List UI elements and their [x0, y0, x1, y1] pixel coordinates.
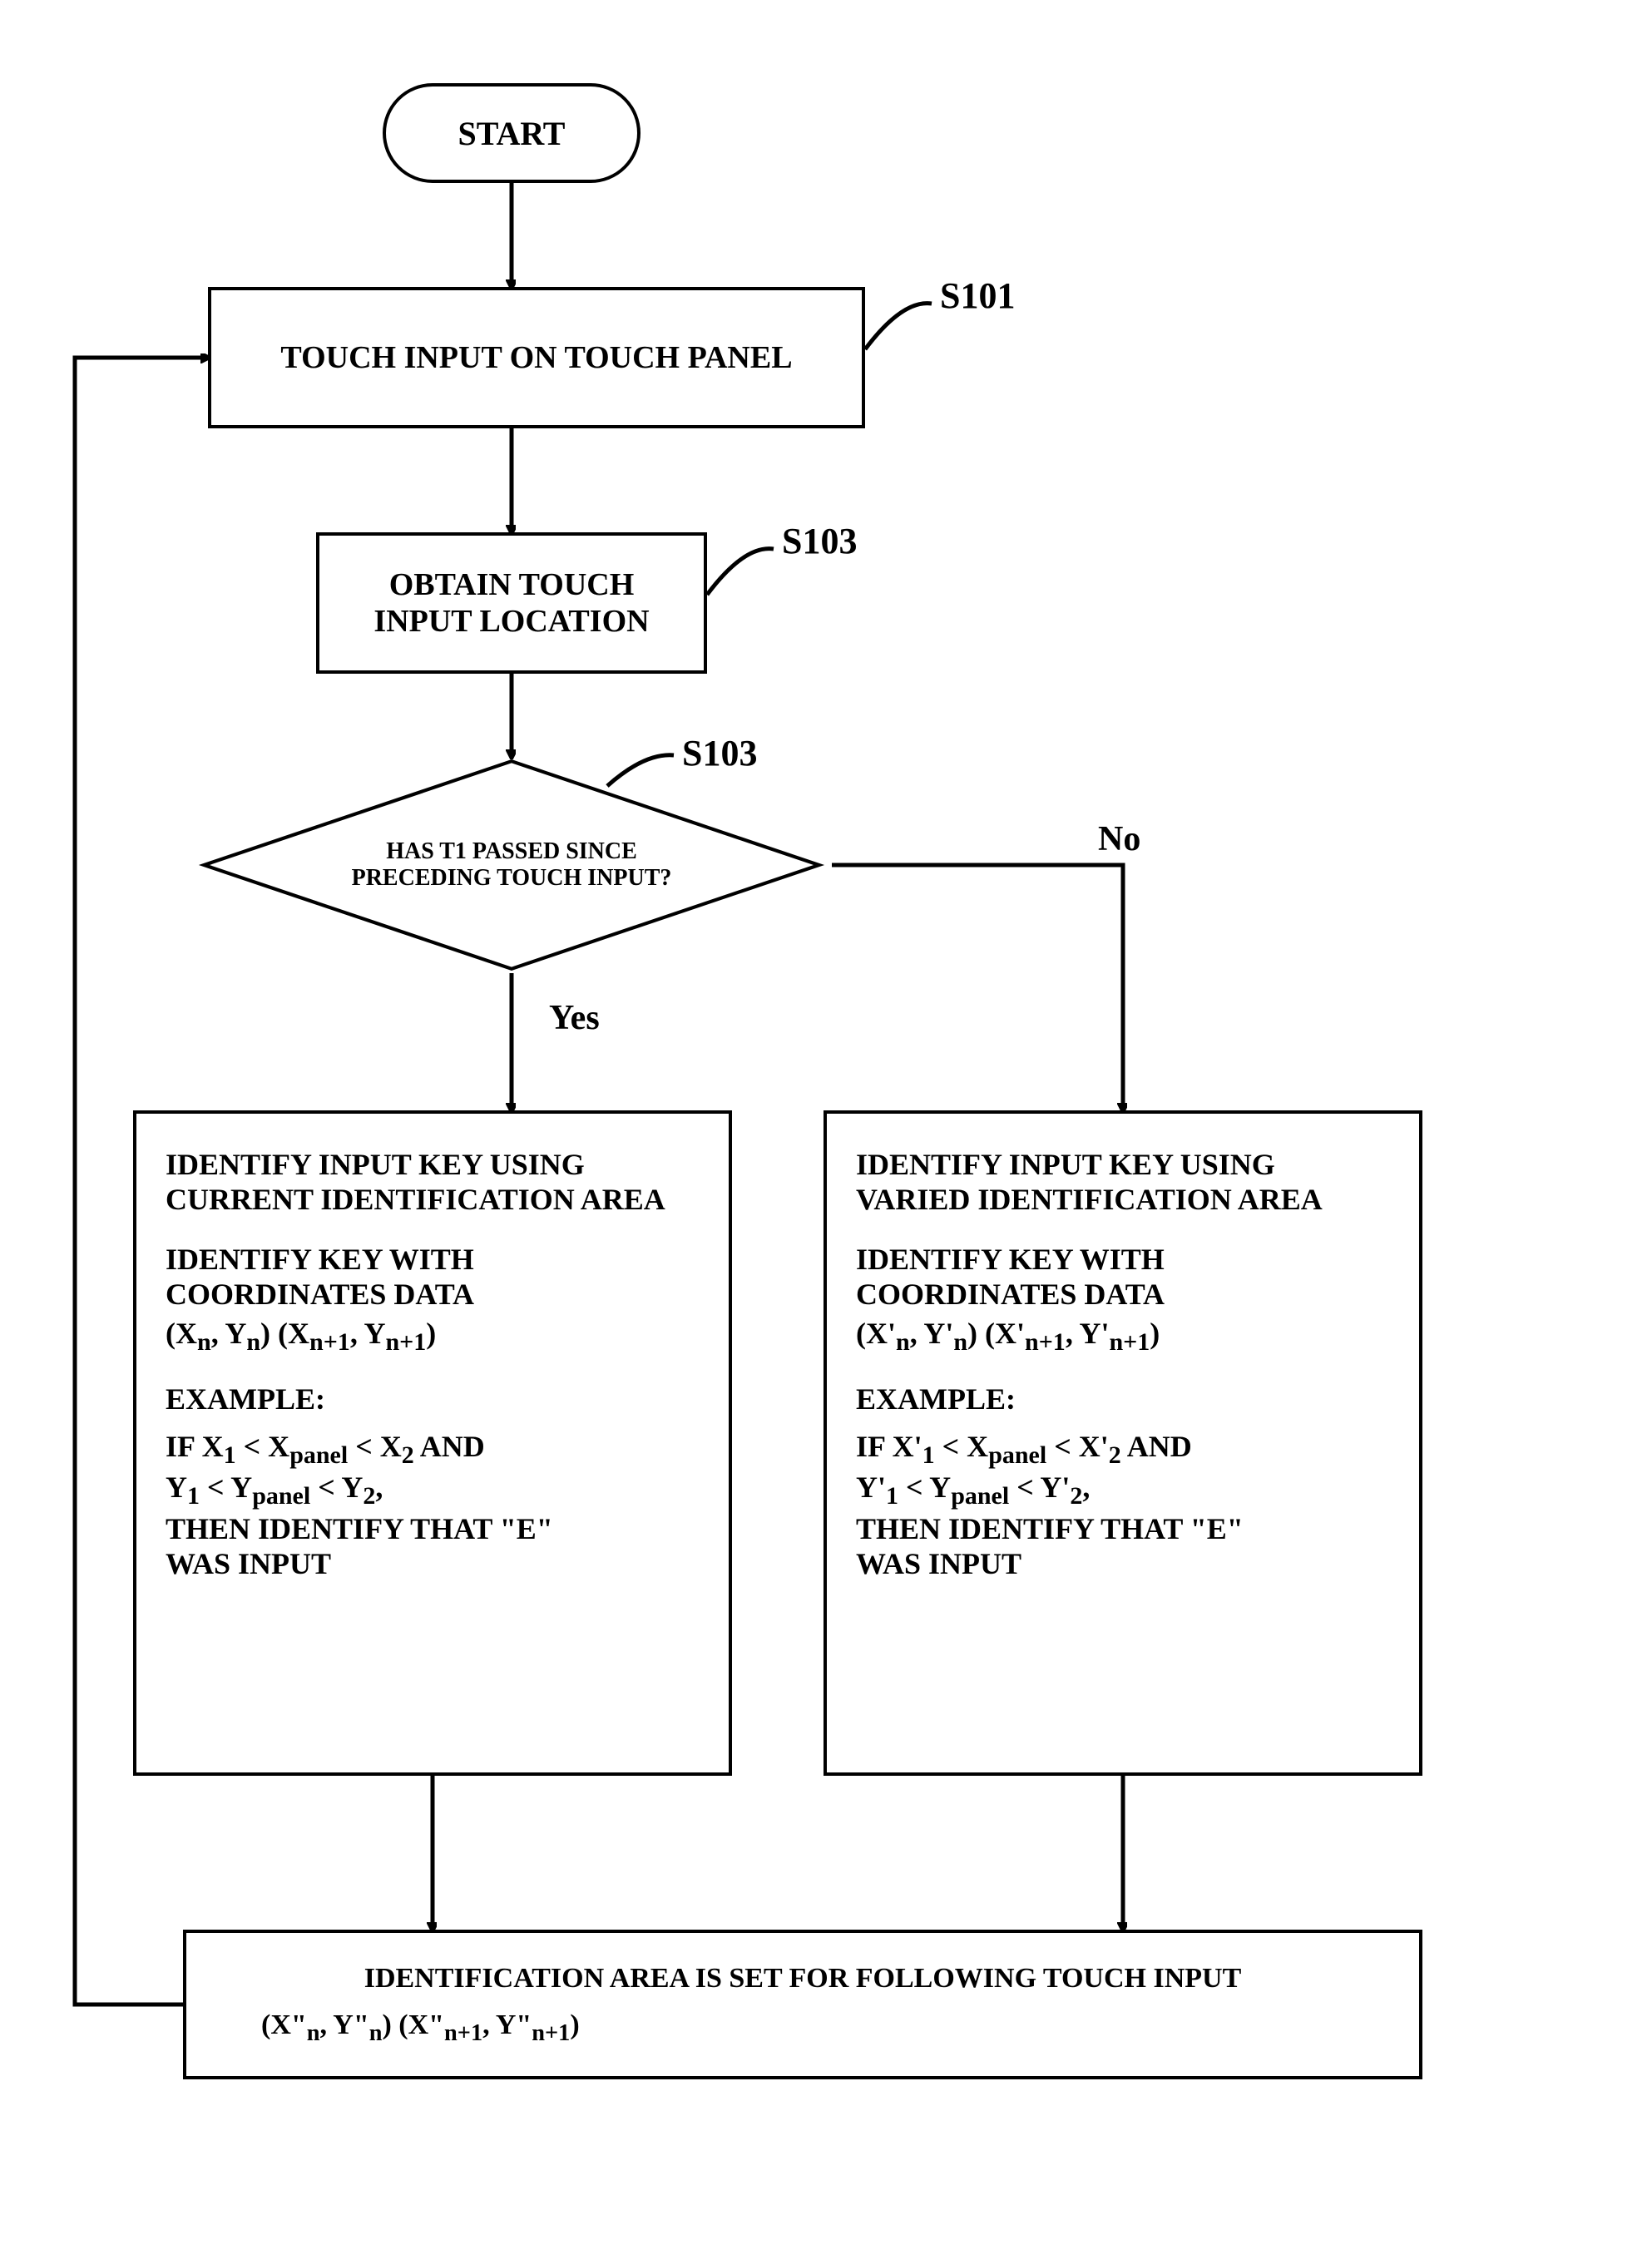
no-coords: (X'n, Y'n) (X'n+1, Y'n+1) [856, 1316, 1390, 1357]
no-para1: IDENTIFY KEY WITH COORDINATES DATA [856, 1242, 1390, 1312]
edge-label-no: No [1098, 819, 1140, 859]
start-terminator: START [383, 83, 641, 183]
no-heading: IDENTIFY INPUT KEY USING VARIED IDENTIFI… [856, 1147, 1390, 1217]
step-touch-input-label: TOUCH INPUT ON TOUCH PANEL [280, 339, 792, 376]
step-set-identification-area: IDENTIFICATION AREA IS SET FOR FOLLOWING… [183, 1930, 1422, 2079]
flowchart-canvas: START TOUCH INPUT ON TOUCH PANEL S101 OB… [0, 0, 1652, 2264]
step-obtain-location: OBTAIN TOUCH INPUT LOCATION [316, 532, 707, 674]
tag-s103b: S103 [682, 732, 757, 774]
step-identify-current-area: IDENTIFY INPUT KEY USING CURRENT IDENTIF… [133, 1110, 732, 1776]
yes-para1: IDENTIFY KEY WITH COORDINATES DATA [166, 1242, 700, 1312]
step-identify-varied-area: IDENTIFY INPUT KEY USING VARIED IDENTIFI… [824, 1110, 1422, 1776]
yes-example-body: IF X1 < Xpanel < X2 ANDY1 < Ypanel < Y2,… [166, 1429, 700, 1580]
yes-heading: IDENTIFY INPUT KEY USING CURRENT IDENTIF… [166, 1147, 700, 1217]
start-label: START [458, 114, 565, 153]
step-obtain-location-label: OBTAIN TOUCH INPUT LOCATION [373, 566, 649, 640]
yes-coords: (Xn, Yn) (Xn+1, Yn+1) [166, 1316, 700, 1357]
bottom-line2: (X"n, Y"n) (X"n+1, Y"n+1) [261, 2009, 580, 2047]
decision-label: HAS T1 PASSED SINCE PRECEDING TOUCH INPU… [288, 838, 736, 892]
bottom-line1: IDENTIFICATION AREA IS SET FOR FOLLOWING… [364, 1963, 1242, 1995]
edge-label-yes: Yes [549, 998, 600, 1038]
tag-s103a: S103 [782, 520, 857, 562]
step-touch-input: TOUCH INPUT ON TOUCH PANEL [208, 287, 865, 428]
decision-t1-passed: HAS T1 PASSED SINCE PRECEDING TOUCH INPU… [191, 757, 832, 973]
tag-s101: S101 [940, 274, 1015, 317]
no-example-label: EXAMPLE: [856, 1382, 1390, 1416]
yes-example-label: EXAMPLE: [166, 1382, 700, 1416]
no-example-body: IF X'1 < Xpanel < X'2 ANDY'1 < Ypanel < … [856, 1429, 1390, 1580]
